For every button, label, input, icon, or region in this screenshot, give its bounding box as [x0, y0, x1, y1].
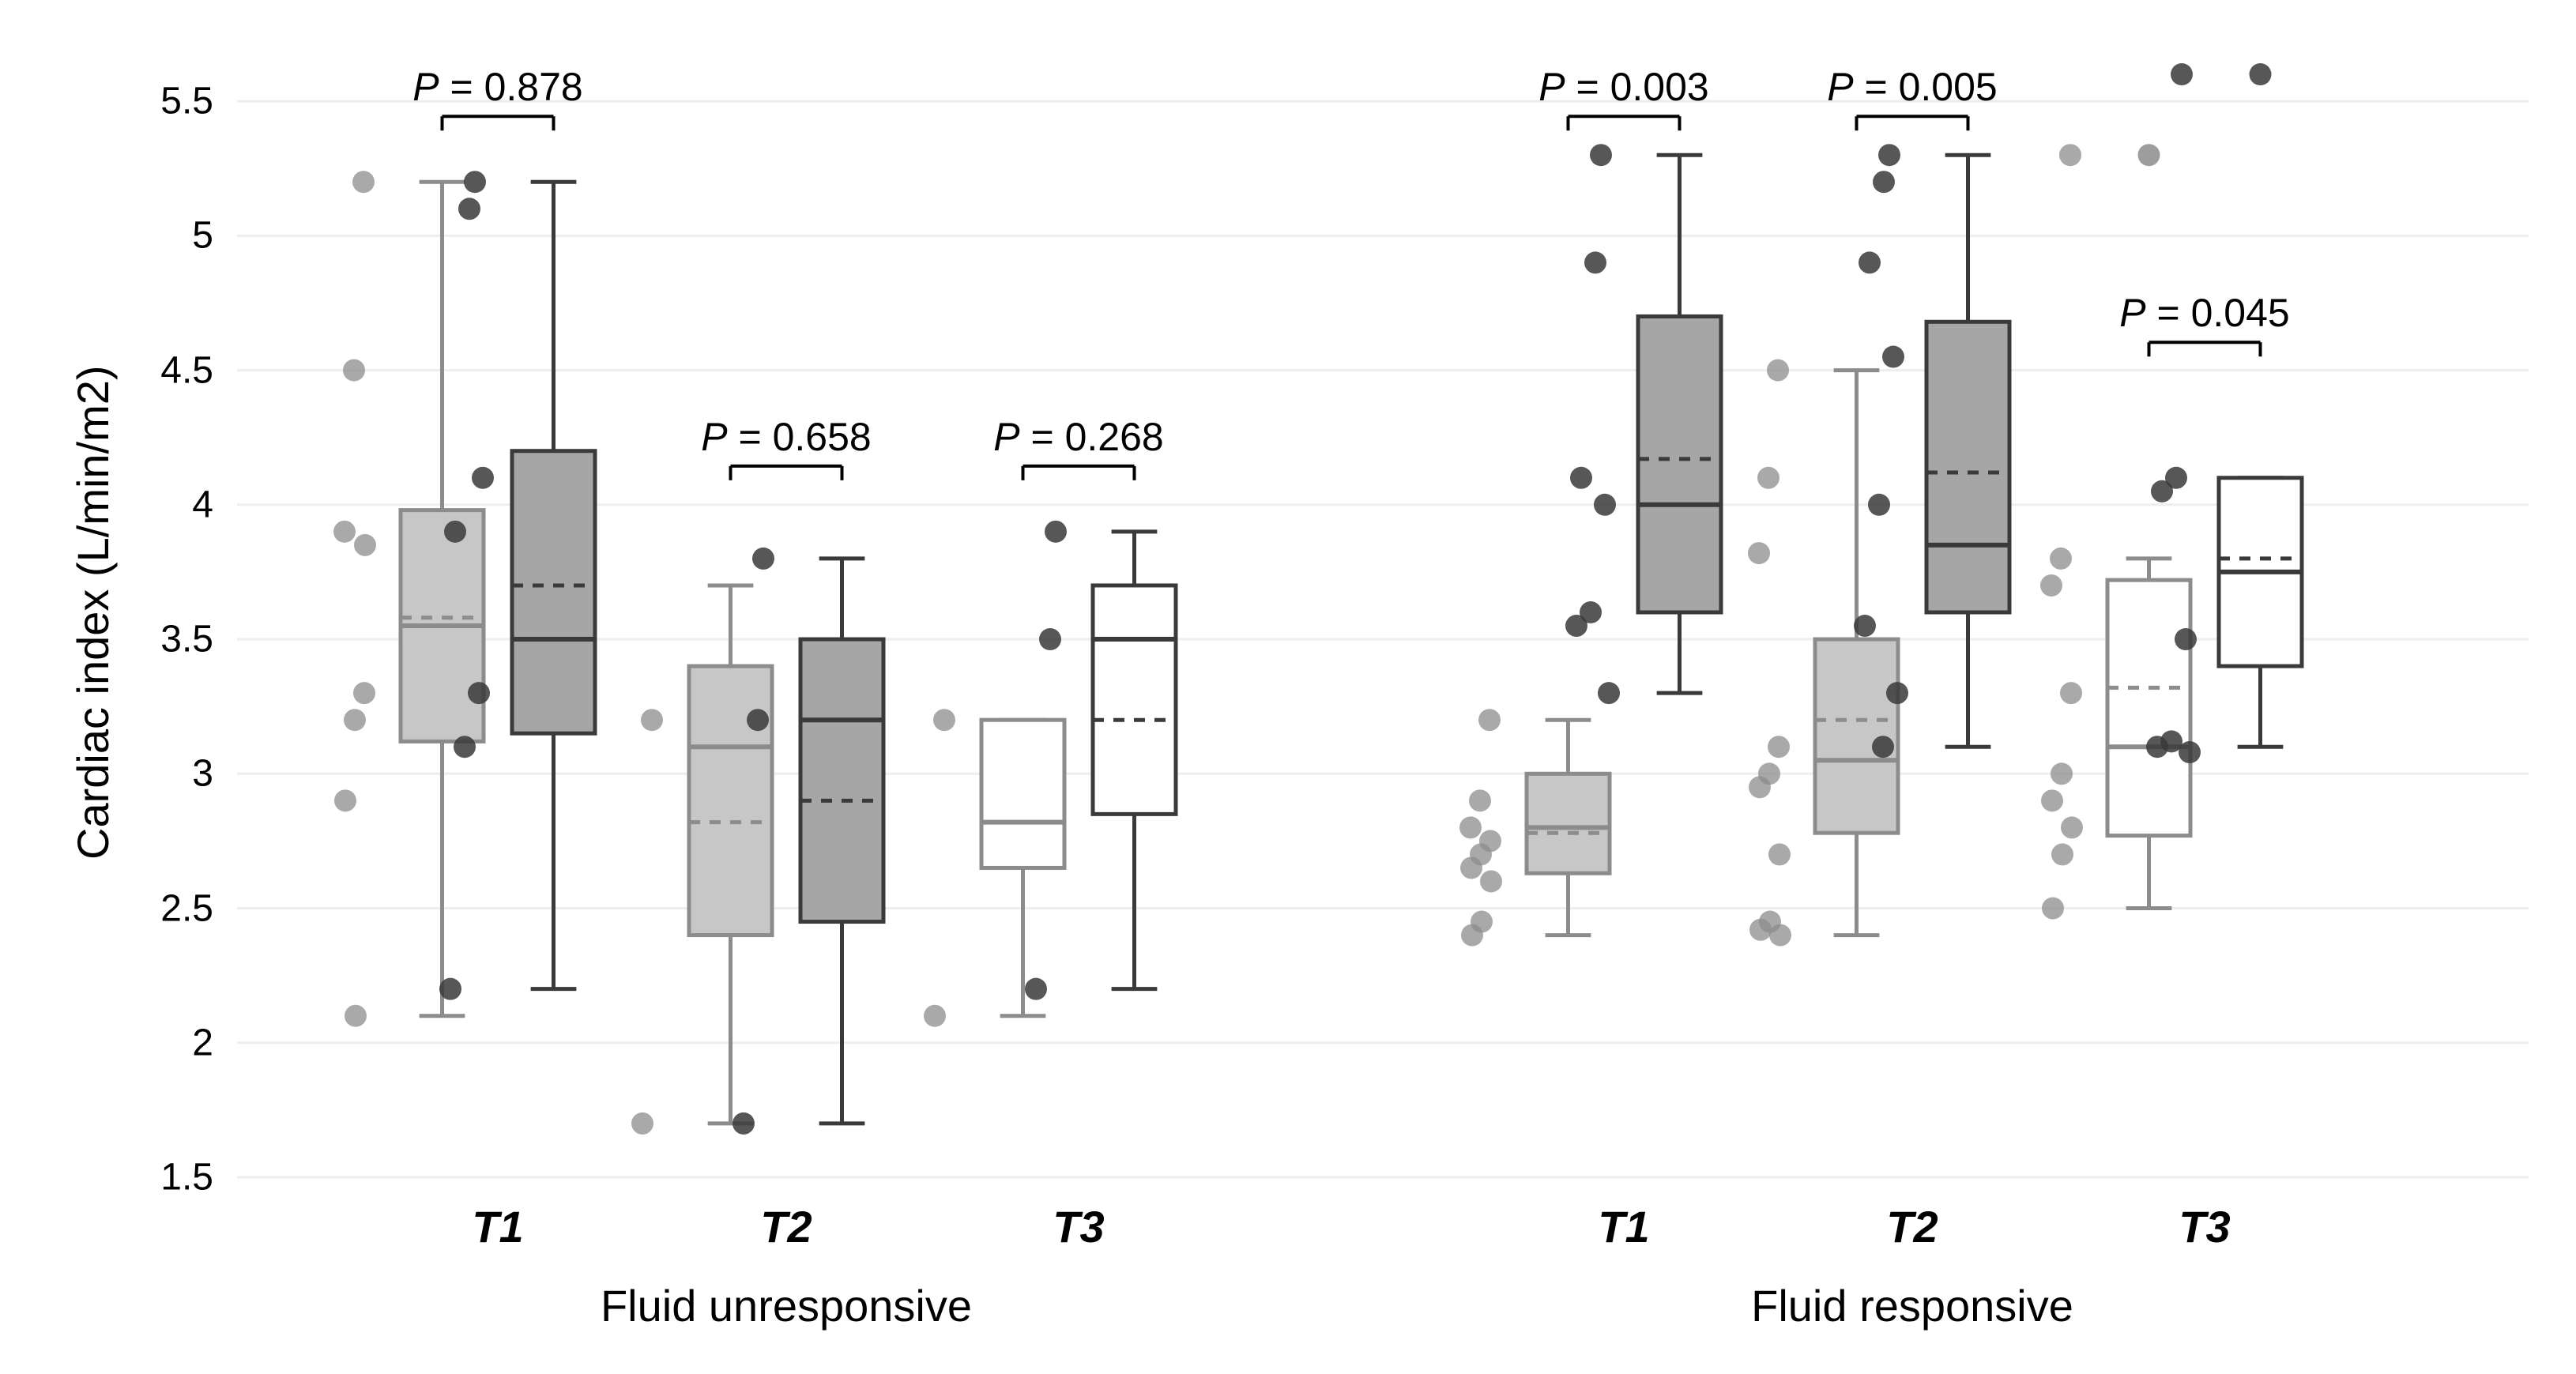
chart-svg	[0, 0, 2576, 1374]
x-tick-label: T3	[2179, 1201, 2230, 1252]
p-value-label: P = 0.878	[412, 64, 582, 110]
p-value-label: P = 0.005	[1827, 64, 1997, 110]
p-value-label: P = 0.268	[993, 414, 1163, 460]
x-tick-label: T2	[1886, 1201, 1938, 1252]
group-label: Fluid unresponsive	[601, 1280, 972, 1331]
p-value-label: P = 0.658	[701, 414, 871, 460]
y-axis-label: Cardiac index (L/min/m2)	[67, 365, 119, 860]
x-tick-label: T1	[1598, 1201, 1649, 1252]
cardiac-index-boxplot: Cardiac index (L/min/m2) 1.522.533.544.5…	[0, 0, 2576, 1374]
x-tick-label: T2	[760, 1201, 812, 1252]
p-value-label: P = 0.003	[1538, 64, 1708, 110]
x-tick-label: T3	[1053, 1201, 1104, 1252]
p-value-label: P = 0.045	[2119, 290, 2289, 336]
x-tick-label: T1	[472, 1201, 523, 1252]
group-label: Fluid responsive	[1751, 1280, 2073, 1331]
